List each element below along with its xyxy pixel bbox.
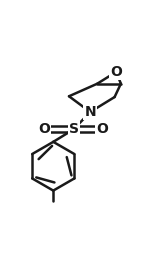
Text: O: O <box>96 122 108 136</box>
Text: O: O <box>38 122 50 136</box>
Text: O: O <box>110 65 122 79</box>
Text: S: S <box>69 122 79 136</box>
Text: N: N <box>84 105 96 119</box>
